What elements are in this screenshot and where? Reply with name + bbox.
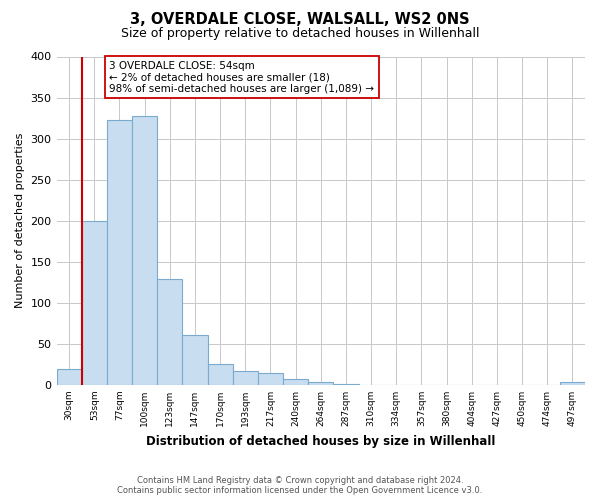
Bar [82, 220, 107, 385]
Bar [560, 382, 585, 385]
Bar [233, 371, 258, 385]
Text: Size of property relative to detached houses in Willenhall: Size of property relative to detached ho… [121, 28, 479, 40]
Bar [132, 116, 157, 385]
Bar [157, 279, 182, 385]
Bar [283, 379, 308, 385]
Y-axis label: Number of detached properties: Number of detached properties [15, 133, 25, 308]
Text: 3, OVERDALE CLOSE, WALSALL, WS2 0NS: 3, OVERDALE CLOSE, WALSALL, WS2 0NS [130, 12, 470, 28]
Bar [208, 364, 233, 385]
Bar [334, 384, 359, 385]
Bar [308, 382, 334, 385]
Text: Contains HM Land Registry data © Crown copyright and database right 2024.
Contai: Contains HM Land Registry data © Crown c… [118, 476, 482, 495]
Bar [56, 370, 82, 385]
X-axis label: Distribution of detached houses by size in Willenhall: Distribution of detached houses by size … [146, 434, 496, 448]
Text: 3 OVERDALE CLOSE: 54sqm
← 2% of detached houses are smaller (18)
98% of semi-det: 3 OVERDALE CLOSE: 54sqm ← 2% of detached… [109, 60, 374, 94]
Bar [182, 335, 208, 385]
Bar [107, 120, 132, 385]
Bar [258, 372, 283, 385]
